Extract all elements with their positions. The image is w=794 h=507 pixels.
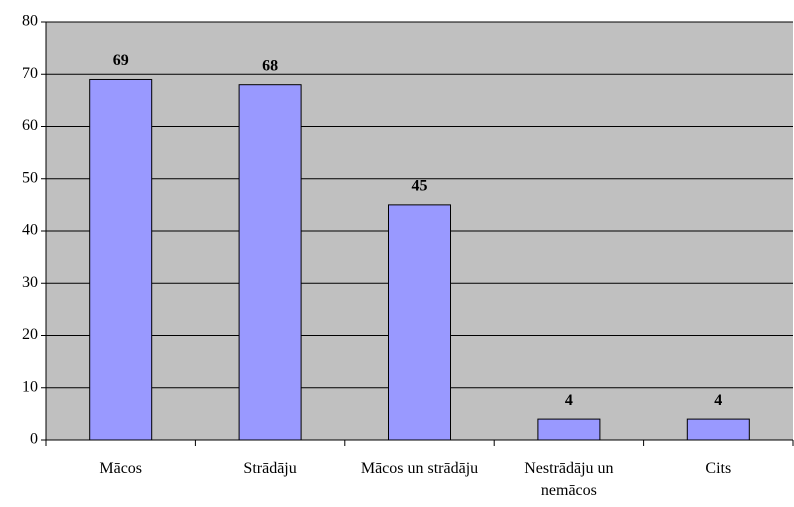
bar [238, 84, 302, 441]
y-tick-label: 0 [30, 431, 38, 448]
x-tick-label: Mācos [99, 460, 143, 477]
y-tick-label: 50 [22, 169, 38, 186]
value-label: 69 [113, 52, 129, 69]
y-tick-label: 60 [22, 117, 38, 134]
bar [686, 418, 750, 441]
value-label: 45 [412, 178, 428, 195]
value-label: 4 [565, 392, 573, 409]
y-tick-label: 20 [22, 326, 38, 343]
y-tick-label: 40 [22, 222, 38, 239]
x-tick-label: Cits [705, 460, 732, 477]
bar [89, 78, 153, 441]
y-tick-label: 30 [22, 274, 38, 291]
y-tick-label: 80 [22, 13, 38, 30]
bar [537, 418, 601, 441]
value-label: 68 [262, 57, 278, 74]
x-tick-label: Mācos un strādāju [360, 460, 479, 477]
x-tick-label: Nestrādāju un nemācos [524, 460, 614, 499]
bar [388, 204, 451, 441]
y-tick-label: 10 [22, 378, 38, 395]
value-label: 4 [714, 392, 722, 409]
y-tick-label: 70 [22, 65, 38, 82]
x-tick-label: Strādāju [243, 460, 297, 477]
